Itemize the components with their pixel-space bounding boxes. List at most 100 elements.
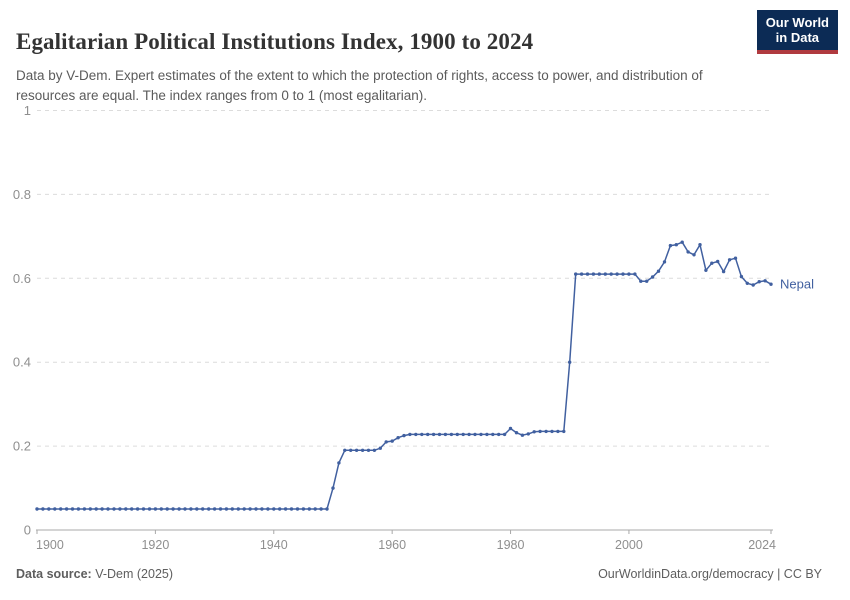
data-point bbox=[579, 272, 584, 276]
data-point bbox=[532, 430, 536, 434]
data-point bbox=[692, 253, 696, 257]
data-point bbox=[360, 448, 365, 452]
data-point bbox=[153, 507, 158, 511]
data-point bbox=[94, 507, 98, 511]
data-point bbox=[372, 448, 377, 452]
data-point bbox=[118, 507, 122, 511]
data-point bbox=[710, 261, 714, 265]
data-point bbox=[254, 507, 258, 511]
footer-link: OurWorldinData.org/democracy | CC BY bbox=[598, 567, 822, 581]
data-point bbox=[621, 272, 625, 276]
data-point bbox=[603, 272, 607, 276]
data-point bbox=[354, 448, 359, 452]
data-point bbox=[751, 283, 755, 287]
data-point bbox=[130, 507, 134, 511]
data-point bbox=[224, 507, 229, 511]
data-point bbox=[721, 269, 726, 274]
data-point bbox=[189, 507, 193, 511]
page-title: Egalitarian Political Institutions Index… bbox=[16, 29, 534, 55]
owid-logo: Our World in Data bbox=[756, 10, 838, 54]
data-point bbox=[639, 279, 643, 283]
data-point bbox=[260, 507, 264, 511]
chart-subtitle: Data by V-Dem. Expert estimates of the e… bbox=[16, 67, 703, 103]
data-point bbox=[124, 507, 128, 511]
data-line bbox=[37, 241, 772, 510]
data-point bbox=[514, 431, 519, 435]
data-point bbox=[585, 272, 590, 276]
data-point bbox=[135, 507, 140, 511]
data-point bbox=[686, 250, 690, 254]
data-point bbox=[396, 436, 400, 440]
data-point bbox=[159, 507, 163, 511]
data-point bbox=[467, 432, 471, 437]
data-point bbox=[248, 507, 252, 511]
data-point bbox=[88, 507, 93, 511]
y-tick-label: 0.4 bbox=[13, 355, 31, 370]
data-point bbox=[479, 432, 483, 437]
data-point bbox=[568, 360, 572, 364]
data-point bbox=[313, 507, 317, 511]
data-point bbox=[307, 507, 311, 511]
x-tick-label: 1900 bbox=[36, 538, 64, 552]
data-point bbox=[35, 507, 39, 511]
data-point bbox=[437, 432, 442, 437]
data-point bbox=[420, 432, 424, 437]
data-source-label: Data source: bbox=[16, 567, 92, 581]
data-point bbox=[562, 429, 566, 434]
data-point bbox=[716, 259, 720, 264]
data-point bbox=[615, 272, 619, 276]
data-point bbox=[195, 507, 199, 511]
x-tick-label: 1960 bbox=[378, 538, 406, 552]
data-source: Data source: V-Dem (2025) bbox=[16, 567, 173, 581]
data-point bbox=[526, 432, 530, 436]
data-point bbox=[443, 432, 448, 437]
data-point bbox=[431, 432, 436, 437]
data-point bbox=[165, 507, 169, 511]
data-point bbox=[366, 448, 371, 452]
data-point bbox=[757, 280, 761, 284]
y-tick-label: 0.6 bbox=[13, 271, 31, 286]
data-point bbox=[319, 507, 323, 511]
data-source-value: V-Dem (2025) bbox=[91, 567, 174, 581]
data-point bbox=[236, 507, 240, 511]
data-point bbox=[769, 282, 773, 286]
data-point bbox=[609, 272, 613, 276]
data-point bbox=[331, 486, 335, 490]
data-point bbox=[520, 433, 525, 437]
data-point bbox=[378, 446, 382, 450]
data-point bbox=[650, 275, 655, 279]
data-point bbox=[455, 432, 459, 437]
data-point bbox=[100, 507, 104, 511]
entity-label: Nepal bbox=[780, 277, 814, 292]
data-point bbox=[763, 279, 767, 283]
data-point bbox=[295, 507, 300, 511]
data-point bbox=[591, 272, 596, 276]
data-point bbox=[325, 507, 329, 511]
data-point bbox=[301, 507, 306, 511]
data-point bbox=[289, 507, 294, 511]
data-point bbox=[574, 272, 578, 276]
x-tick-label: 1980 bbox=[497, 538, 525, 552]
owid-logo-line2: in Data bbox=[775, 30, 820, 46]
data-point bbox=[183, 507, 187, 511]
data-point bbox=[147, 507, 152, 511]
owid-logo-line1: Our World bbox=[765, 15, 829, 30]
data-point bbox=[384, 440, 388, 444]
data-point bbox=[745, 281, 749, 285]
data-point bbox=[502, 432, 507, 437]
x-tick-label: 1940 bbox=[260, 538, 288, 552]
data-point bbox=[597, 272, 601, 276]
data-point bbox=[627, 272, 631, 276]
data-point bbox=[656, 269, 661, 273]
y-tick-label: 1 bbox=[24, 103, 31, 118]
data-point bbox=[485, 432, 489, 437]
data-point bbox=[218, 507, 223, 511]
data-point bbox=[704, 268, 708, 272]
data-point bbox=[390, 439, 394, 443]
data-point bbox=[207, 507, 211, 511]
data-point bbox=[70, 507, 75, 511]
data-point bbox=[76, 507, 81, 511]
data-point bbox=[674, 243, 678, 247]
data-point bbox=[59, 507, 63, 511]
